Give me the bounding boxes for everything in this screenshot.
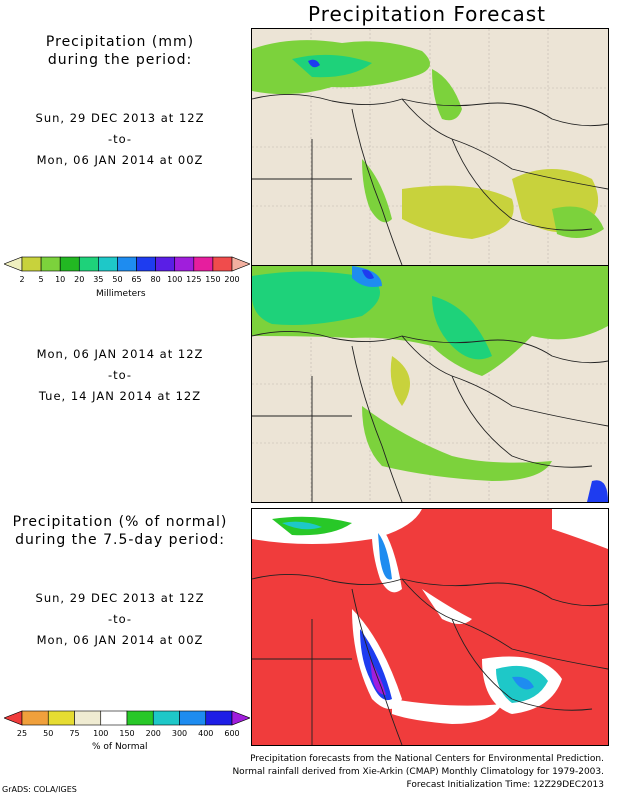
mm-colorbar-tick-label: 100 [167, 275, 183, 284]
pct-colorbar-tick-label: 50 [43, 729, 54, 738]
panel1-heading-line2: during the period: [47, 52, 193, 68]
grads-credit: GrADS: COLA/IGES [2, 785, 77, 794]
map-panel3 [251, 508, 609, 746]
page-title: Precipitation Forecast [308, 2, 546, 26]
map2-borders [252, 331, 608, 502]
mm-colorbar-swatch-2 [40, 256, 61, 272]
panel3-start-date: Sun, 29 DEC 2013 at 12Z [35, 591, 205, 605]
pct-colorbar-swatches [3, 710, 251, 726]
mm-colorbar-unit: Millimeters [96, 289, 146, 299]
map-panel1 [251, 28, 609, 266]
mm-colorbar-swatch-8 [155, 256, 176, 272]
mm-colorbar-tick-label: 35 [93, 275, 104, 284]
pct-colorbar-tick-label: 200 [145, 729, 161, 738]
pct-colorbar-swatch-1 [21, 710, 49, 726]
mm-colorbar-swatch-0 [3, 256, 23, 272]
map1-precip-areas [252, 40, 604, 239]
map3-percent-areas [252, 509, 608, 724]
panel2-end-date: Tue, 14 JAN 2014 at 12Z [38, 389, 202, 403]
mm-colorbar-tick-label: 10 [55, 275, 66, 284]
mm-colorbar-tick-label: 125 [186, 275, 202, 284]
pct-colorbar-swatch-3 [74, 710, 102, 726]
mm-colorbar-tick-label: 20 [74, 275, 85, 284]
panel1-separator: -to- [107, 132, 133, 146]
pct-colorbar-swatch-0 [3, 710, 23, 726]
panel1-end-date: Mon, 06 JAN 2014 at 00Z [36, 153, 204, 167]
map3-borders [252, 574, 608, 745]
pct-colorbar [3, 710, 251, 730]
mm-colorbar-swatch-11 [212, 256, 233, 272]
pct-colorbar-tick-label: 300 [171, 729, 188, 738]
pct-colorbar-swatch-7 [179, 710, 207, 726]
map2-precip-areas [252, 266, 608, 502]
panel3-end-date: Mon, 06 JAN 2014 at 00Z [36, 633, 204, 647]
pct-colorbar-tick-label: 400 [198, 729, 214, 738]
pct-colorbar-tick-label: 75 [69, 729, 80, 738]
footer-line2: Normal rainfall derived from Xie-Arkin (… [232, 767, 604, 777]
pct-colorbar-swatch-8 [205, 710, 233, 726]
mm-colorbar-swatch-5 [98, 256, 118, 272]
mm-colorbar-tick-label: 80 [150, 275, 161, 284]
mm-colorbar-swatch-10 [193, 256, 214, 272]
footer-line3: Forecast Initialization Time: 12Z29DEC20… [406, 780, 604, 790]
mm-colorbar [3, 256, 251, 276]
mm-colorbar-swatch-3 [59, 256, 80, 272]
footer-line1: Precipitation forecasts from the Nationa… [250, 754, 604, 764]
pct-colorbar-swatch-6 [152, 710, 180, 726]
pct-colorbar-swatch-4 [100, 710, 128, 726]
pct-colorbar-swatch-5 [126, 710, 154, 726]
pct-colorbar-tick-label: 100 [93, 729, 109, 738]
mm-colorbar-tick-label: 2 [19, 275, 25, 284]
mm-colorbar-tick-label: 150 [205, 275, 221, 284]
panel2-separator: -to- [107, 368, 133, 382]
panel2-start-date: Mon, 06 JAN 2014 at 12Z [36, 347, 204, 361]
mm-colorbar-tick-label: 5 [38, 275, 44, 284]
panel3-heading-line1: Precipitation (% of normal) [12, 514, 228, 530]
mm-colorbar-swatch-1 [21, 256, 42, 272]
pct-colorbar-unit: % of Normal [92, 742, 148, 752]
mm-colorbar-swatch-6 [117, 256, 137, 272]
pct-colorbar-swatch-9 [231, 710, 251, 726]
mm-colorbar-swatch-12 [231, 256, 251, 272]
panel3-separator: -to- [107, 612, 133, 626]
pct-colorbar-tick-label: 25 [16, 729, 28, 738]
map1-borders [252, 94, 608, 265]
mm-colorbar-tick-label: 65 [131, 275, 142, 284]
panel1-heading-line1: Precipitation (mm) [45, 34, 195, 50]
mm-colorbar-tick-label: 50 [112, 275, 123, 284]
mm-colorbar-swatch-4 [78, 256, 99, 272]
pct-colorbar-tick-label: 600 [224, 729, 240, 738]
mm-colorbar-swatches [3, 256, 251, 272]
mm-colorbar-tick-label: 200 [224, 275, 240, 284]
pct-colorbar-tick-label: 150 [119, 729, 135, 738]
panel1-start-date: Sun, 29 DEC 2013 at 12Z [35, 111, 205, 125]
mm-colorbar-swatch-9 [174, 256, 195, 272]
map-panel2 [251, 265, 609, 503]
panel3-heading-line2: during the 7.5-day period: [15, 532, 225, 548]
pct-colorbar-swatch-2 [47, 710, 75, 726]
mm-colorbar-swatch-7 [136, 256, 156, 272]
